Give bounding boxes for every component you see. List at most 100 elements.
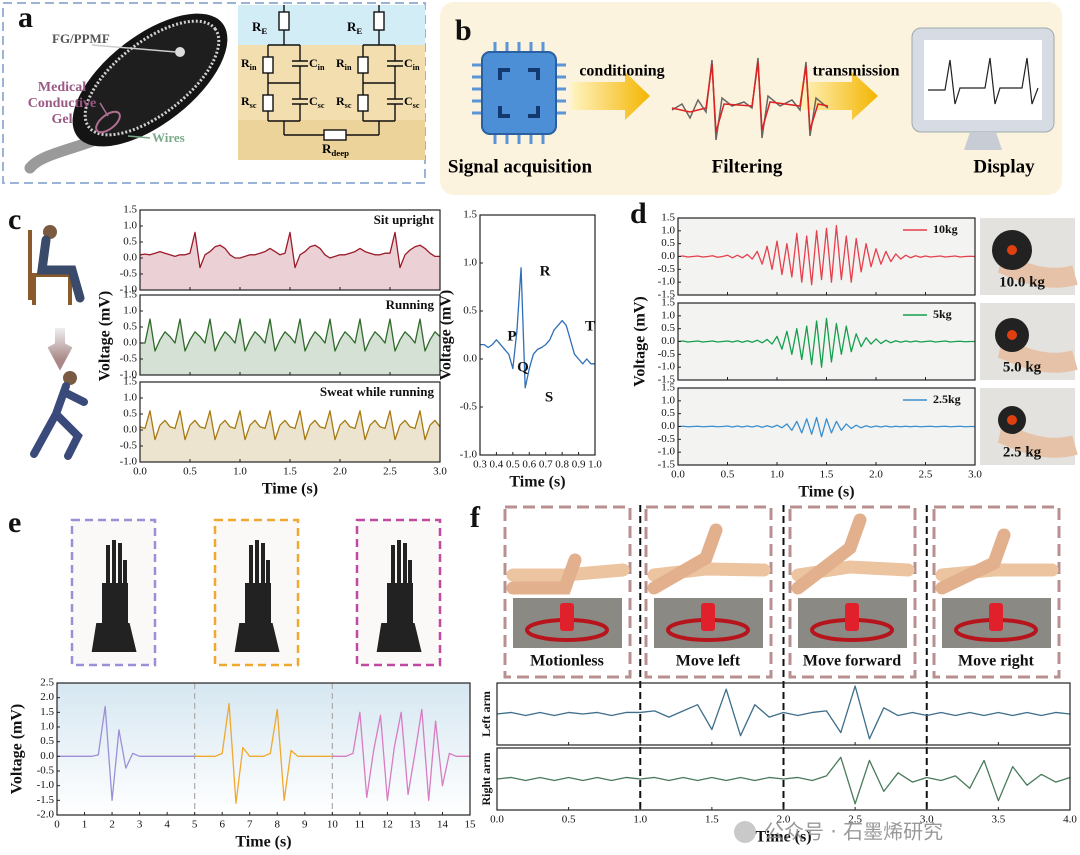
x-tick-label: 3.5 bbox=[992, 814, 1006, 826]
drone-body bbox=[560, 603, 574, 631]
x-tick-label: 2.5 bbox=[848, 814, 862, 826]
line bbox=[139, 410, 441, 441]
panel-letter: c bbox=[8, 203, 21, 236]
x-tick-label: 0.0 bbox=[671, 469, 685, 481]
y-axis-label: Voltage (mV) bbox=[9, 704, 26, 795]
legend-label: 5kg bbox=[933, 307, 952, 321]
stand bbox=[964, 132, 1002, 150]
link-label: conditioning bbox=[579, 63, 664, 80]
legend-label: 2.5kg bbox=[933, 392, 961, 406]
x-tick-label: 1.0 bbox=[588, 459, 602, 471]
wire bbox=[292, 60, 308, 67]
circuit-label: Rin bbox=[336, 56, 352, 72]
panel-letter: f bbox=[470, 501, 481, 534]
y-tick-label: 1.5 bbox=[463, 209, 477, 221]
x-tick-label: 5 bbox=[192, 819, 198, 831]
symbol: R bbox=[336, 94, 345, 108]
y-tick-label: 0.0 bbox=[123, 252, 137, 264]
label: Wires bbox=[152, 130, 185, 145]
y-tick-label: 0.5 bbox=[661, 407, 675, 419]
arrow bbox=[800, 72, 878, 120]
panel-letter: e bbox=[8, 506, 21, 539]
dumbbell-core bbox=[1007, 330, 1017, 340]
y-tick-label: -0.5 bbox=[37, 765, 55, 777]
x-tick-label: 2.5 bbox=[919, 469, 933, 481]
x-tick-label: 3.0 bbox=[968, 469, 982, 481]
y-tick-label: -1.0 bbox=[120, 456, 138, 468]
y-tick-label: 1.5 bbox=[123, 204, 137, 216]
y-tick-label: 1.0 bbox=[123, 392, 137, 404]
subscript: sc bbox=[318, 101, 325, 110]
line bbox=[57, 705, 195, 801]
y-tick-label: 0.0 bbox=[661, 250, 675, 262]
symbol: R bbox=[336, 56, 345, 70]
annotation: Q bbox=[517, 359, 529, 375]
state-label: Motionless bbox=[530, 653, 604, 670]
label: FG/PPMF bbox=[52, 31, 110, 46]
x-tick-label: 1 bbox=[82, 819, 88, 831]
x-tick-label: 12 bbox=[382, 819, 393, 831]
annotation: R bbox=[540, 263, 551, 279]
y-tick-label: -1.0 bbox=[120, 284, 138, 296]
label: Conductive bbox=[28, 96, 96, 111]
plot-frame bbox=[56, 682, 471, 816]
line bbox=[496, 685, 1071, 740]
y-axis-label: Voltage (mV) bbox=[97, 291, 114, 382]
x-tick-label: 2 bbox=[109, 819, 115, 831]
panel-letter: a bbox=[18, 1, 33, 34]
plot-area bbox=[140, 295, 440, 375]
y-tick-label: -1.0 bbox=[658, 361, 676, 373]
symbol: C bbox=[404, 56, 413, 70]
x-tick-label: 7 bbox=[247, 819, 253, 831]
step-label: Display bbox=[973, 156, 1035, 177]
panel-letter: b bbox=[455, 14, 472, 47]
x-tick-label: 0.5 bbox=[721, 469, 735, 481]
x-tick-label: 3 bbox=[137, 819, 143, 831]
y-tick-label: 1.5 bbox=[123, 289, 137, 301]
x-tick-label: 10 bbox=[327, 819, 339, 831]
arm bbox=[647, 523, 723, 595]
circuit-label: Rsc bbox=[241, 94, 257, 110]
symbol: R bbox=[252, 19, 262, 34]
subscript: sc bbox=[345, 101, 352, 110]
plot-area bbox=[140, 210, 440, 290]
y-tick-label: 0.5 bbox=[661, 322, 675, 334]
x-axis-label: Time (s) bbox=[235, 834, 291, 851]
y-tick-label: 0.5 bbox=[123, 236, 137, 248]
circuit-label: Rsc bbox=[336, 94, 352, 110]
watermark: 公众号 · 石墨烯研究 bbox=[734, 820, 943, 844]
annotation: P bbox=[507, 328, 516, 344]
gel-ring bbox=[95, 110, 121, 134]
subscript: deep bbox=[331, 148, 349, 158]
series-title: Running bbox=[386, 297, 435, 312]
y-tick-label: 0.5 bbox=[123, 321, 137, 333]
x-tick-label: 1.0 bbox=[233, 466, 247, 478]
arrow bbox=[572, 72, 650, 120]
x-tick-label: 0.5 bbox=[562, 814, 576, 826]
y-tick-label: -1.0 bbox=[120, 369, 138, 381]
state-label: Move forward bbox=[803, 653, 901, 670]
x-tick-label: 0.6 bbox=[522, 459, 536, 471]
y-tick-label: 1.5 bbox=[123, 376, 137, 388]
robot bbox=[91, 540, 137, 652]
x-tick-label: 3.0 bbox=[433, 466, 447, 478]
line bbox=[140, 318, 441, 352]
wire bbox=[362, 83, 396, 122]
label: Medical bbox=[38, 80, 86, 95]
symbol: C bbox=[309, 94, 318, 108]
y-tick-label: -1.5 bbox=[658, 289, 676, 301]
subscript: E bbox=[356, 26, 362, 36]
resistor bbox=[373, 11, 385, 31]
y-tick-label: -1.0 bbox=[37, 779, 55, 791]
chair bbox=[28, 230, 72, 305]
y-tick-label: 0.0 bbox=[40, 750, 54, 762]
x-tick-label: 1.0 bbox=[770, 469, 784, 481]
y-tick-label: -0.5 bbox=[658, 348, 676, 360]
x-tick-label: 15 bbox=[465, 819, 477, 831]
x-tick-label: 6 bbox=[219, 819, 225, 831]
x-axis-label: Time (s) bbox=[509, 474, 565, 491]
gesture-frame bbox=[932, 505, 1061, 679]
x-tick-label: 0.3 bbox=[473, 459, 487, 471]
symbol: R bbox=[241, 56, 250, 70]
subscript: E bbox=[261, 26, 267, 36]
